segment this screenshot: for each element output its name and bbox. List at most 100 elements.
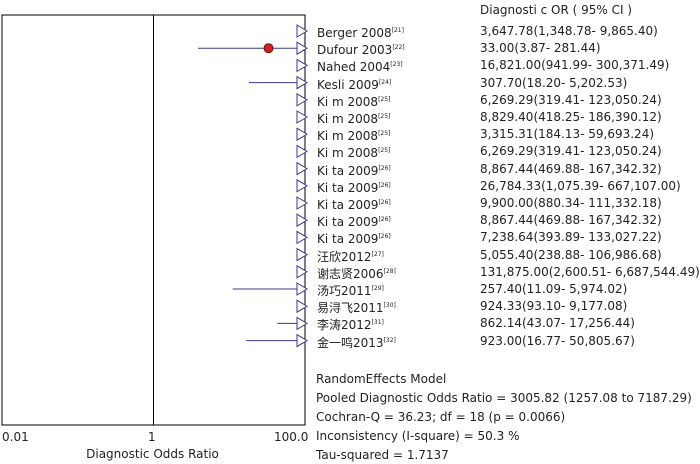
study-label: Dufour 2003[22] [317,41,405,57]
study-name: Ki m 2008 [317,129,379,144]
study-label: Ki m 2008[25] [317,144,390,160]
ci-clip-arrow [296,127,308,142]
ci-clip-arrow [296,230,308,245]
study-reference: [28] [383,267,396,275]
ci-clip-arrow [296,144,308,159]
ci-clip-arrow [296,110,308,124]
study-label: Ki ta 2009[26] [317,196,391,212]
column-header: Diagnosti c OR ( 95% CI ) [480,3,633,17]
study-reference: [30] [383,302,396,310]
ci-clip-arrow [296,24,308,38]
study-name: Kesli 2009 [317,77,379,92]
study-reference: [26] [378,164,391,172]
study-name: Berger 2008 [317,26,392,40]
study-name: Ki ta 2009 [317,232,379,247]
x-tick-label: 100.0 [274,430,309,444]
study-reference: [29] [371,285,384,292]
study-reference: [23] [390,61,403,69]
study-or-value: 6,269.29(319.41- 123,050.24) [480,144,662,159]
study-label: 易浔飞2011[30] [317,299,396,315]
summary-tau-squared: Tau-squared = 1.7137 [316,448,449,462]
ci-clip-arrow [296,58,308,73]
study-label: 汪欣2012[27] [317,248,384,264]
study-name: 汪欣2012 [317,249,372,264]
study-or-value: 3,647.78(1,348.78- 9,865.40) [480,24,658,38]
study-reference: [32] [383,336,396,344]
ci-clip-arrow [296,41,308,56]
study-label: 谢志贤2006[28] [317,265,396,281]
study-name: Ki ta 2009 [317,163,379,178]
summary-pooled-dor: Pooled Diagnostic Odds Ratio = 3005.82 (… [316,391,692,405]
study-or-value: 131,875.00(2,600.51- 6,687,544.49) [480,264,700,279]
study-or-value: 307.70(18.20- 5,202.53) [480,75,628,90]
ci-clip-arrow [296,282,308,296]
ci-clip-arrow [296,75,308,90]
study-reference: [26] [378,216,391,224]
study-name: Dufour 2003 [317,43,393,58]
ci-clip-arrow [296,247,308,262]
study-or-value: 923.00(16.77- 50,805.67) [480,333,635,348]
study-or-value: 924.33(93.10- 9,177.08) [480,299,628,314]
study-reference: [26] [378,199,391,206]
summary-cochran-q: Cochran-Q = 36.23; df = 18 (p = 0.0066) [316,410,566,424]
study-or-value: 8,867.44(469.88- 167,342.32) [480,213,662,228]
ci-clip-arrow [296,299,308,314]
study-or-value: 16,821.00(941.99- 300,371.49) [480,58,670,73]
point-estimate [263,43,274,54]
summary-inconsistency: Inconsistency (I-square) = 50.3 % [316,429,520,443]
ci-clip-arrow [296,161,308,176]
study-name: Nahed 2004 [317,60,391,75]
study-or-value: 3,315.31(184.13- 59,693.24) [480,127,655,142]
study-label: Berger 2008[21] [317,24,404,40]
study-name: Ki ta 2009 [317,180,379,195]
study-name: 谢志贤2006 [317,266,384,281]
study-label: Ki m 2008[25] [317,127,390,143]
study-label: Ki ta 2009[26] [317,230,391,246]
summary-model: RandomEffects Model [316,372,447,386]
study-label: Ki m 2008[25] [317,110,390,126]
x-tick-label: 0.01 [2,430,29,444]
study-label: Ki ta 2009[26] [317,179,391,195]
study-name: 李涛2012 [317,318,372,333]
ci-clip-arrow [296,92,308,107]
study-or-value: 862.14(43.07- 17,256.44) [480,316,635,331]
study-reference: [26] [378,233,391,241]
study-or-value: 33.00(3.87- 281.44) [480,41,601,56]
study-label: Ki ta 2009[26] [317,213,391,229]
study-or-value: 26,784.33(1,075.39- 667,107.00) [480,178,681,193]
study-reference: [21] [391,27,404,34]
study-reference: [31] [371,319,384,327]
study-label: Kesli 2009[24] [317,76,391,92]
study-or-value: 6,269.29(319.41- 123,050.24) [480,92,662,107]
ci-clip-arrow [296,333,308,348]
study-label: 李涛2012[31] [317,316,384,332]
ci-clip-arrow [296,264,308,279]
ci-clip-arrow [296,316,308,331]
study-or-value: 7,238.64(393.89- 133,027.22) [480,230,662,245]
study-or-value: 8,829.40(418.25- 186,390.12) [480,110,662,124]
study-label: 金一鸣2013[32] [317,334,396,350]
study-label: Ki m 2008[25] [317,93,390,109]
study-name: Ki ta 2009 [317,215,379,230]
study-label: Nahed 2004[23] [317,58,403,74]
study-reference: [25] [378,130,391,138]
study-or-value: 5,055.40(238.88- 106,986.68) [480,247,662,262]
ci-clip-arrow [296,213,308,228]
study-name: 金一鸣2013 [317,335,384,350]
study-reference: [25] [378,113,391,120]
study-name: 汤巧2011 [317,284,372,298]
study-or-value: 9,900.00(880.34- 111,332.18) [480,196,662,210]
study-name: Ki m 2008 [317,146,379,161]
study-or-value: 257.40(11.09- 5,974.02) [480,282,628,296]
study-or-value: 8,867.44(469.88- 167,342.32) [480,161,662,176]
study-reference: [27] [371,250,384,258]
study-reference: [22] [392,44,405,52]
study-label: Ki ta 2009[26] [317,162,391,178]
study-name: Ki m 2008 [317,94,379,109]
study-reference: [26] [378,181,391,189]
ci-clip-arrow [296,178,308,193]
ci-clip-arrow [296,196,308,210]
study-label: 汤巧2011[29] [317,282,384,298]
study-name: 易浔飞2011 [317,301,384,316]
